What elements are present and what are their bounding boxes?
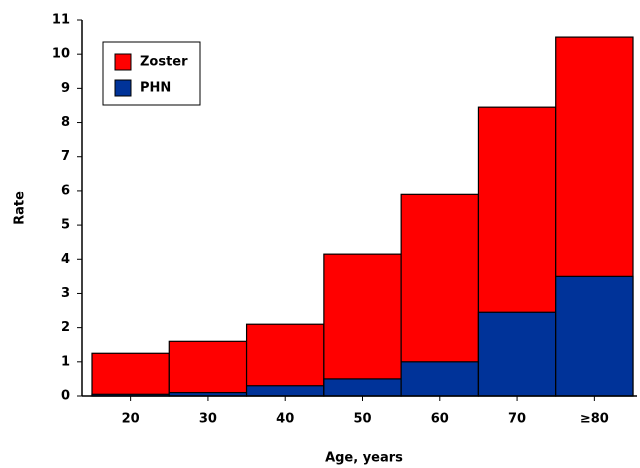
bar: [91, 352, 170, 397]
y-tick-label: 10: [52, 47, 70, 62]
y-tick-label: 3: [61, 286, 70, 301]
bar: [168, 340, 248, 397]
bar: [555, 275, 634, 397]
y-tick-label: 2: [61, 320, 70, 335]
x-tick-label: 40: [276, 412, 294, 427]
y-tick-label: 6: [61, 183, 70, 198]
bar: [400, 361, 480, 397]
x-tick-label: 30: [199, 412, 217, 427]
y-tick-label: 11: [52, 13, 70, 28]
y-tick-label: 5: [61, 218, 70, 233]
y-tick-label: 1: [61, 354, 70, 369]
y-tick-label: 0: [61, 389, 70, 404]
x-tick-label: 20: [122, 412, 140, 427]
x-tick-label: ≥80: [580, 412, 609, 427]
legend-box: [102, 41, 201, 106]
x-tick-label: 50: [353, 412, 371, 427]
bar: [477, 311, 557, 397]
bar: [323, 378, 402, 397]
y-tick-label: 4: [61, 252, 70, 267]
legend-label: PHN: [140, 81, 171, 96]
y-tick-label: 9: [61, 81, 70, 96]
y-axis-label: Rate: [13, 191, 28, 225]
legend-swatch: [114, 79, 132, 97]
x-tick-label: 70: [508, 412, 526, 427]
legend-swatch: [114, 53, 132, 71]
bar: [245, 385, 325, 397]
legend-label: Zoster: [140, 55, 188, 70]
y-tick-label: 7: [61, 149, 70, 164]
x-axis-label: Age, years: [325, 451, 403, 466]
y-tick-label: 8: [61, 115, 70, 130]
bar: [323, 253, 402, 397]
x-tick-label: 60: [431, 412, 449, 427]
